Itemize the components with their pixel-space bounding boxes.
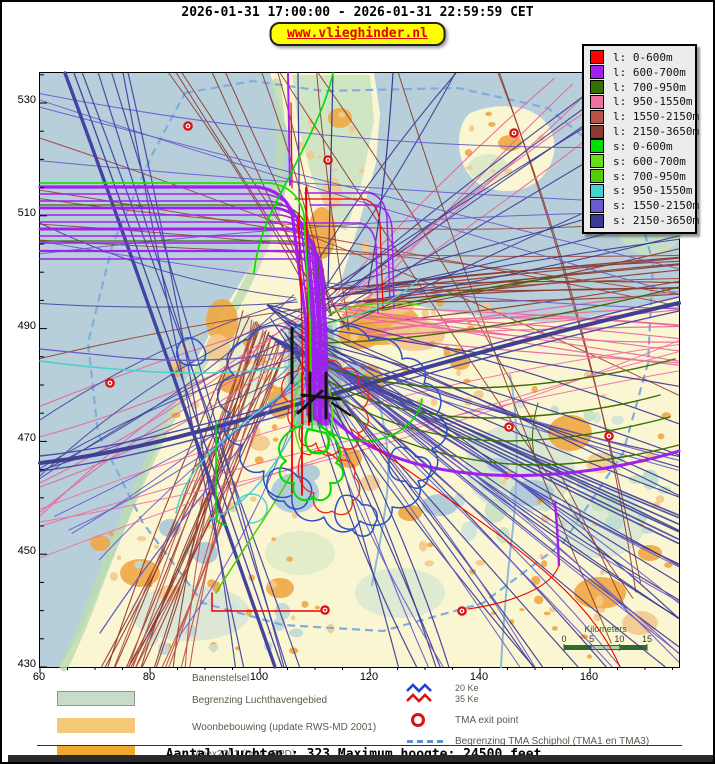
ke20-label: 20 Ke xyxy=(455,683,479,693)
altitude-legend-item: s: 0-600m xyxy=(590,139,689,154)
legend-row-tma-boundary: Begrenzing TMA Schiphol (TMA1 en TMA3) xyxy=(405,736,705,747)
tma-exit-label: TMA exit point xyxy=(455,714,519,726)
svg-text:0: 0 xyxy=(561,634,566,644)
airport-area-swatch xyxy=(57,691,135,706)
y-axis-tick-label: 470 xyxy=(17,432,36,445)
legend-row-tma-exit: TMA exit point xyxy=(405,713,705,727)
altitude-legend-item: s: 2150-3650m xyxy=(590,213,699,228)
ke-contour-icon xyxy=(406,683,432,703)
x-axis-tick-label: 80 xyxy=(142,671,156,683)
altitude-legend-item: s: 1550-2150m xyxy=(590,198,699,213)
altitude-color-swatch xyxy=(590,139,604,154)
altitude-legend-item: l: 600-700m xyxy=(590,65,689,80)
altitude-color-swatch xyxy=(590,94,604,109)
page-title: 2026-01-31 17:00:00 - 2026-01-31 22:59:5… xyxy=(181,5,534,20)
y-axis-tick-label: 530 xyxy=(17,94,36,106)
altitude-legend-label: l: 0-600m xyxy=(613,50,673,64)
y-axis-tick-label: 430 xyxy=(17,658,36,670)
altitude-legend-label: s: 0-600m xyxy=(613,139,673,153)
x-axis-tick-label: 160 xyxy=(579,671,599,683)
legend-label: Banenstelsel xyxy=(192,673,250,684)
altitude-color-swatch xyxy=(590,213,604,228)
x-axis-tick-label: 60 xyxy=(32,671,46,683)
y-axis-tick-label: 490 xyxy=(17,319,36,332)
tma-boundary-icon xyxy=(407,740,443,743)
altitude-legend-label: l: 950-1550m xyxy=(613,95,693,109)
x-axis-tick-label: 140 xyxy=(469,671,489,683)
altitude-legend-label: l: 700-950m xyxy=(613,80,686,94)
legend-row-luchthavengebied: Begrenzing Luchthavengebied xyxy=(57,691,397,710)
svg-text:10: 10 xyxy=(614,634,624,644)
site-badge-link[interactable]: www.vlieghinder.nl xyxy=(269,22,446,46)
altitude-color-swatch xyxy=(590,50,604,65)
housing-swatch xyxy=(57,718,135,733)
legend-row-woonbebouwing: Woonbebouwing (update RWS-MD 2001) xyxy=(57,718,397,737)
altitude-legend-item: l: 2150-3650m xyxy=(590,124,699,139)
altitude-legend-item: s: 700-950m xyxy=(590,169,689,184)
altitude-legend-label: l: 1550-2150m xyxy=(613,110,700,124)
altitude-color-swatch xyxy=(590,80,604,95)
altitude-legend-label: l: 2150-3650m xyxy=(613,125,700,139)
altitude-legend-item: s: 950-1550m xyxy=(590,183,693,198)
altitude-legend-label: l: 600-700m xyxy=(613,65,686,79)
y-axis-tick-label: 510 xyxy=(17,206,36,219)
legend-row-ke: 20 Ke 35 Ke xyxy=(405,683,705,705)
altitude-color-swatch xyxy=(590,124,604,139)
altitude-legend-label: s: 950-1550m xyxy=(613,184,693,198)
altitude-legend-item: l: 700-950m xyxy=(590,80,689,95)
altitude-color-swatch xyxy=(590,198,604,213)
legend-label: Woonbebouwing (update RWS-MD 2001) xyxy=(192,722,377,733)
status-separator xyxy=(37,745,682,746)
y-axis-tick-label: 450 xyxy=(17,545,36,558)
flight-track-map: Kilometers 0 5 10 15 xyxy=(38,71,684,673)
map-legend-right: 20 Ke 35 Ke TMA exit point Begrenzing TM… xyxy=(405,683,705,747)
altitude-legend: l: 0-600m l: 600-700m l: 700-950m l: 950-15… xyxy=(582,44,699,234)
altitude-color-swatch xyxy=(590,65,604,80)
altitude-legend-item: l: 0-600m xyxy=(590,50,689,65)
altitude-color-swatch xyxy=(590,154,604,169)
altitude-legend-label: s: 600-700m xyxy=(613,154,686,168)
legend-row-banenstelsel: Banenstelsel xyxy=(57,673,397,684)
altitude-legend-label: s: 700-950m xyxy=(613,169,686,183)
altitude-color-swatch xyxy=(590,169,604,184)
window-bottom-edge xyxy=(8,755,713,762)
altitude-legend-item: s: 600-700m xyxy=(590,154,689,169)
altitude-color-swatch xyxy=(590,183,604,198)
x-axis-tick-label: 100 xyxy=(249,671,269,683)
altitude-legend-label: s: 1550-2150m xyxy=(613,199,700,213)
altitude-legend-label: s: 2150-3650m xyxy=(613,214,700,228)
altitude-legend-item: l: 1550-2150m xyxy=(590,109,699,124)
tma-exit-icon xyxy=(411,713,425,727)
tma-boundary-label: Begrenzing TMA Schiphol (TMA1 en TMA3) xyxy=(455,736,650,747)
altitude-legend-item: l: 950-1550m xyxy=(590,94,693,109)
altitude-color-swatch xyxy=(590,109,604,124)
svg-text:15: 15 xyxy=(642,634,652,644)
svg-text:5: 5 xyxy=(589,634,594,644)
legend-label: Begrenzing Luchthavengebied xyxy=(192,695,328,706)
x-axis-tick-label: 120 xyxy=(359,671,379,683)
legend-label: Vinex2001 (bron: RPD) xyxy=(192,749,295,760)
ke35-label: 35 Ke xyxy=(455,694,479,704)
